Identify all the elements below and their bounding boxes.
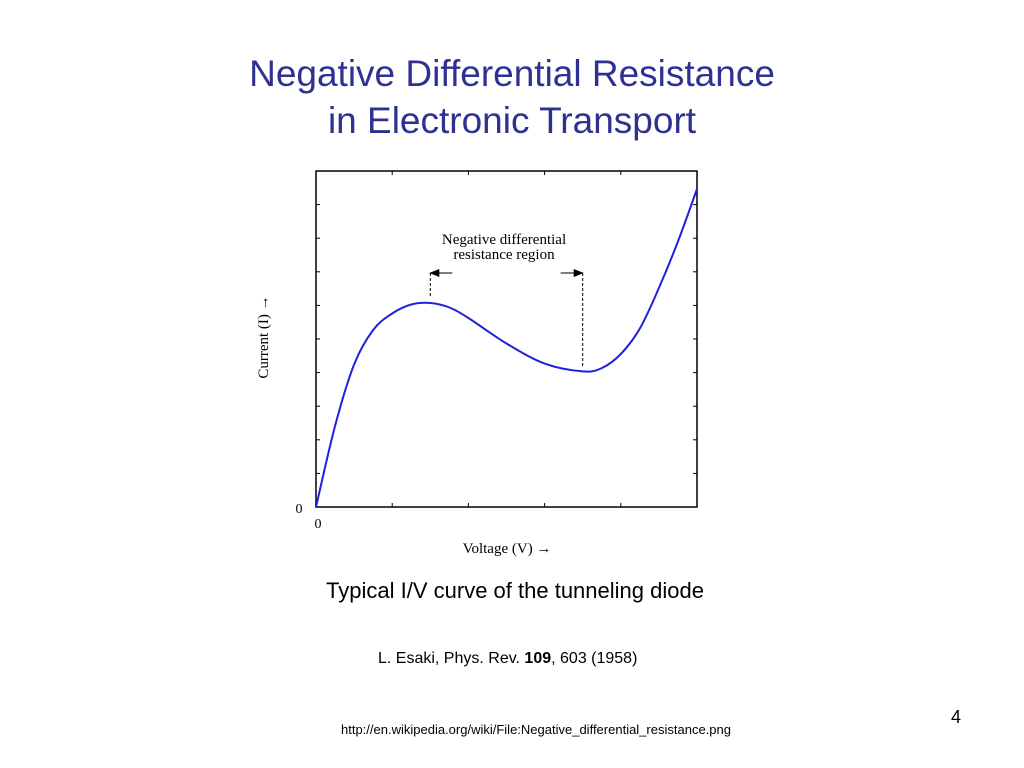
axis-ticks <box>316 171 697 507</box>
title-line-2: in Electronic Transport <box>327 100 697 141</box>
citation: L. Esaki, Phys. Rev. 109, 603 (1958) <box>378 650 637 668</box>
x-origin-label: 0 <box>315 517 322 532</box>
citation-suffix: , 603 (1958) <box>551 650 638 667</box>
series-layer <box>316 188 697 507</box>
slide-title: Negative Differential Resistance in Elec… <box>0 50 1024 144</box>
y-axis-label: Current (I) → <box>256 295 272 378</box>
ndr-annotation: Negative differential resistance region <box>429 232 584 368</box>
series-line-0 <box>316 188 697 507</box>
slide-number: 4 <box>951 707 962 727</box>
y-origin-label: 0 <box>296 502 303 517</box>
x-axis-label: Voltage (V) → <box>463 541 552 557</box>
figure-caption: Typical I/V curve of the tunneling diode <box>326 578 704 603</box>
annotation-line-1: Negative differential <box>442 232 566 248</box>
annotation-line-2: resistance region <box>453 247 555 263</box>
citation-volume: 109 <box>524 650 552 667</box>
source-url: http://en.wikipedia.org/wiki/File:Negati… <box>341 722 731 737</box>
title-line-1: Negative Differential Resistance <box>249 53 775 94</box>
citation-prefix: L. Esaki, Phys. Rev. <box>378 650 525 667</box>
plot-frame <box>315 170 698 508</box>
plot-border <box>315 170 698 508</box>
